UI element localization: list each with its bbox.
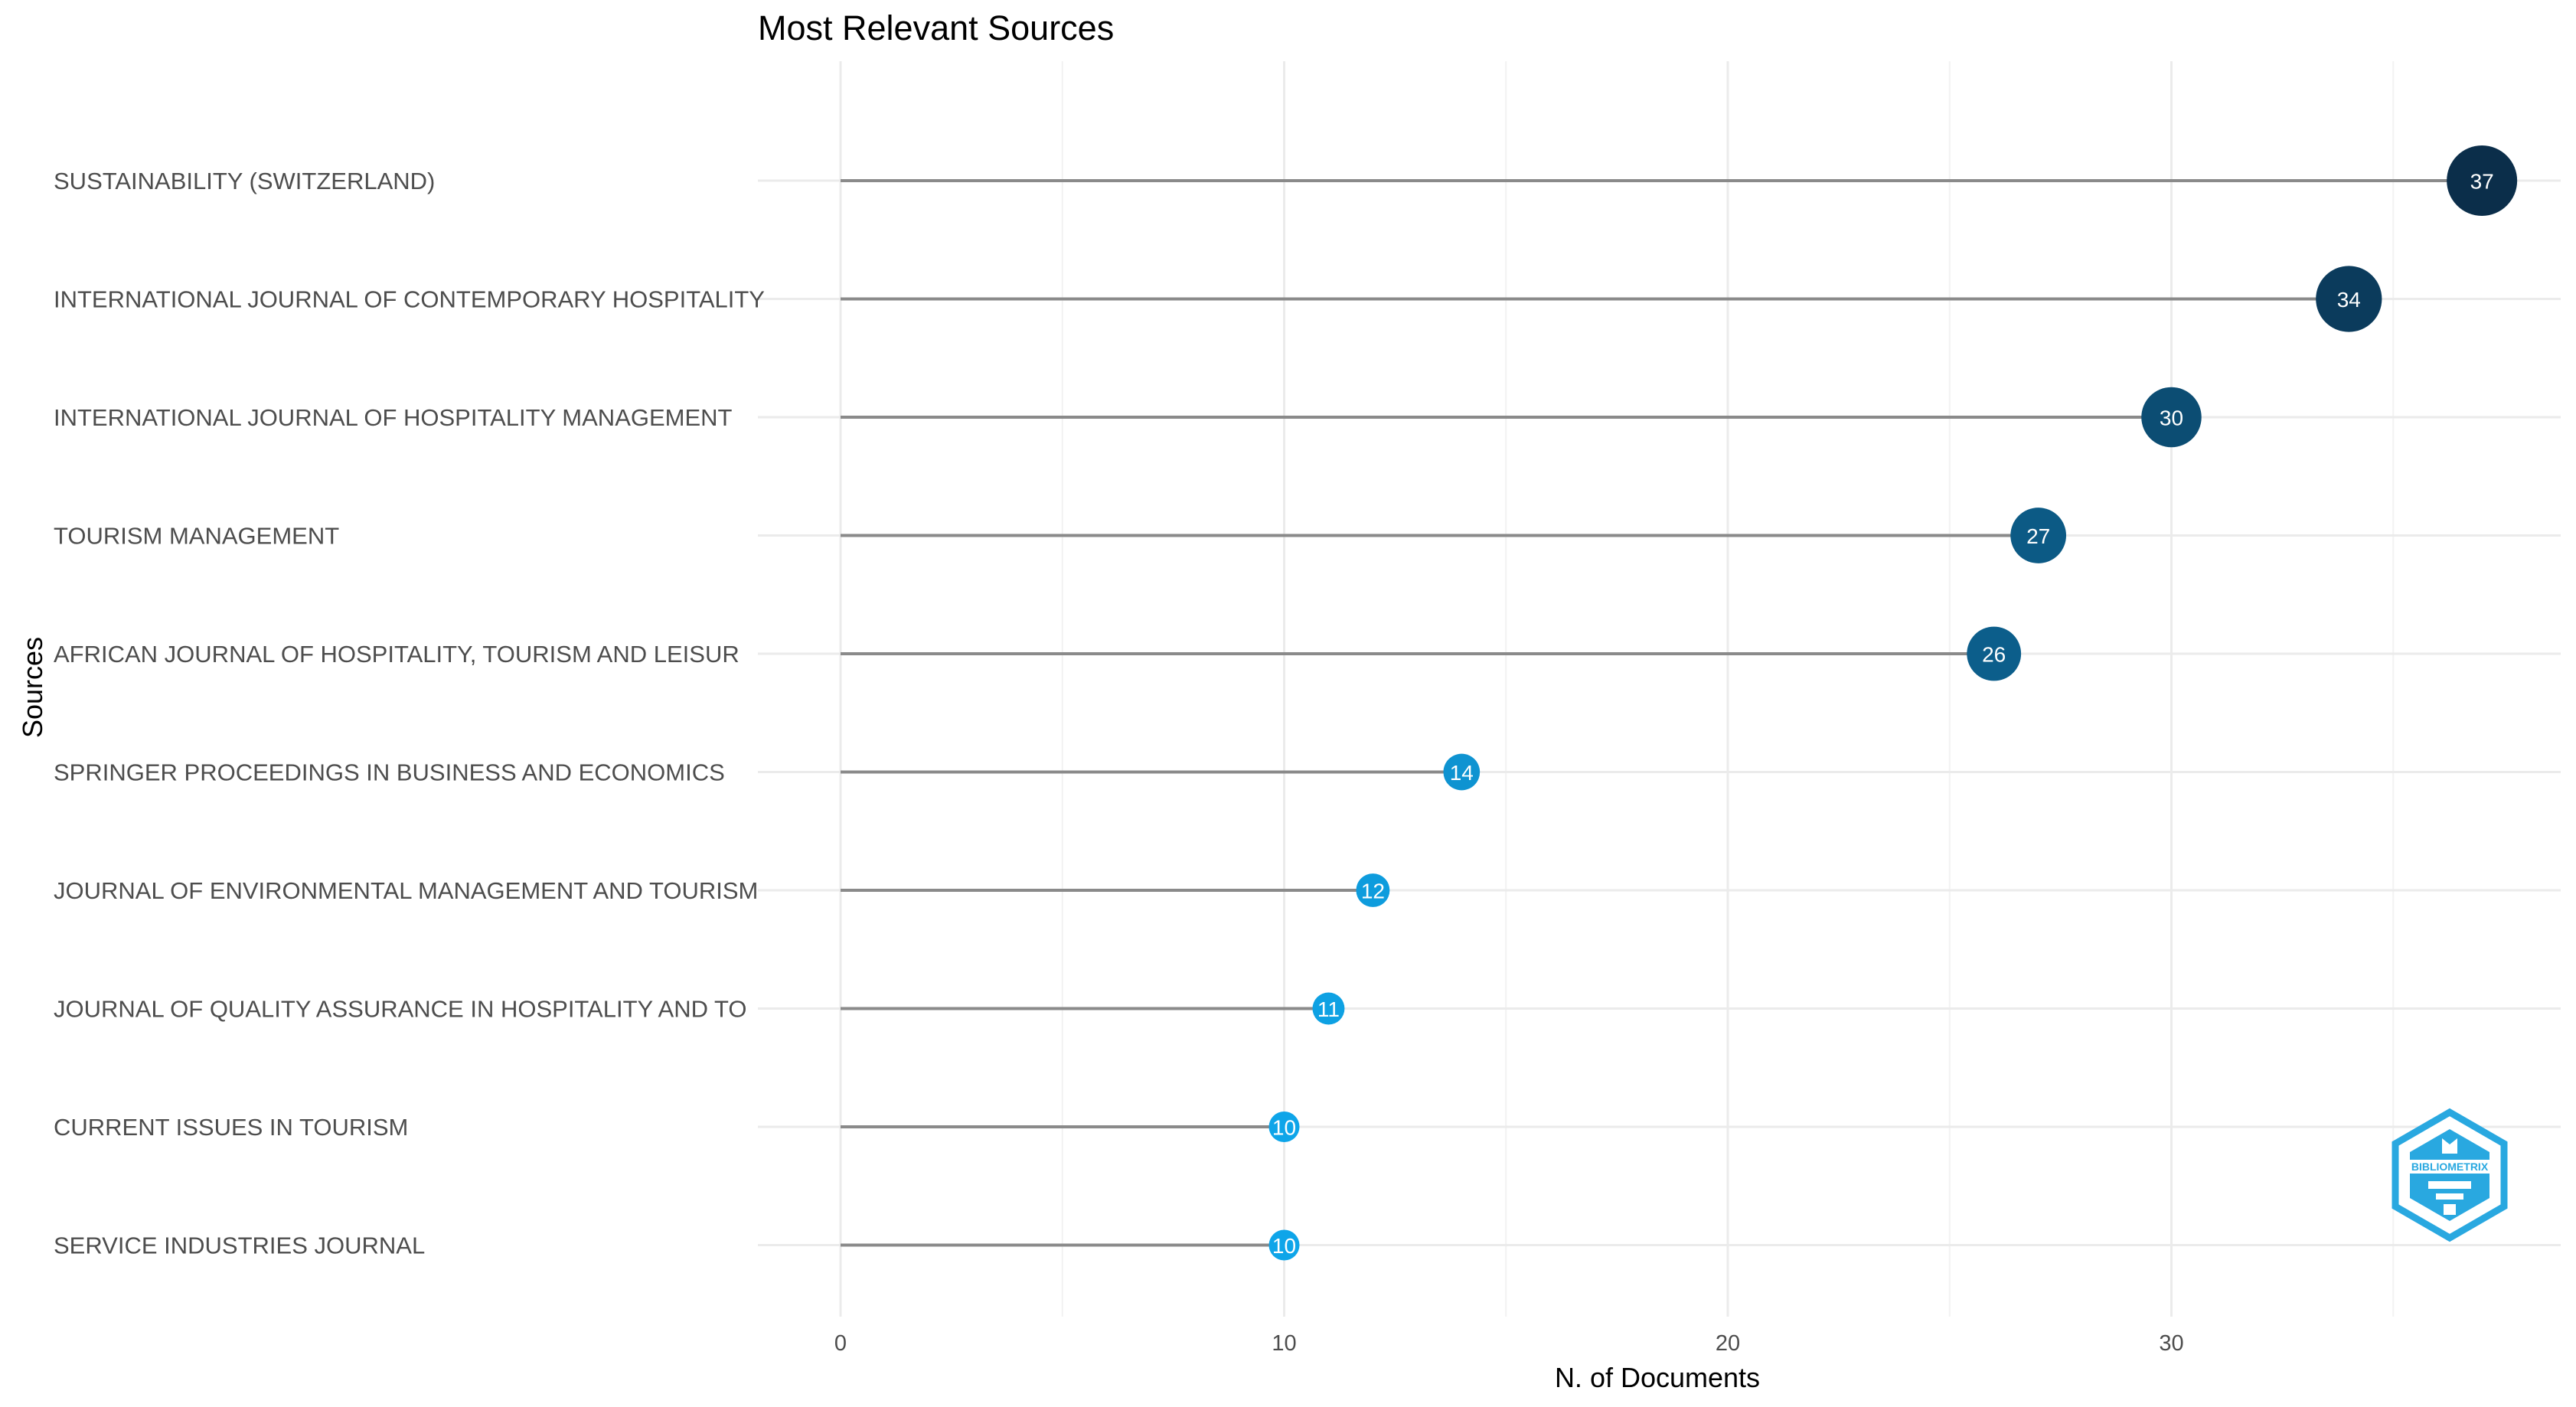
data-point [1312,992,1345,1025]
category-label: CURRENT ISSUES IN TOURISM [54,1114,408,1141]
data-label: 10 [1272,1234,1296,1258]
category-label: JOURNAL OF QUALITY ASSURANCE IN HOSPITAL… [54,996,747,1023]
x-tick-label: 20 [1716,1331,1740,1356]
category-label: SPRINGER PROCEEDINGS IN BUSINESS AND ECO… [54,759,725,786]
category-label: INTERNATIONAL JOURNAL OF CONTEMPORARY HO… [54,286,765,313]
y-axis-title: Sources [17,637,48,738]
data-point [1443,753,1481,791]
x-tick-labels: 0 10 20 30 [834,1331,2184,1356]
category-label: SERVICE INDUSTRIES JOURNAL [54,1232,425,1259]
data-label: 26 [1982,643,2006,667]
bibliometrix-logo: BIBLIOMETRIX [2392,1108,2508,1242]
data-point [2010,508,2067,563]
data-label: 30 [2160,406,2183,430]
data-point [2447,145,2518,216]
points: 37 34 30 27 26 14 12 11 10 10 [1268,145,2518,1261]
data-label: 34 [2337,288,2361,312]
data-label: 10 [1272,1116,1296,1140]
chart-title: Most Relevant Sources [758,8,1114,47]
category-label: SUSTAINABILITY (SWITZERLAND) [54,168,435,194]
category-label: TOURISM MANAGEMENT [54,523,339,550]
data-label: 14 [1450,761,1474,785]
data-label: 27 [2026,524,2050,548]
data-label: 11 [1317,997,1340,1021]
x-tick-label: 10 [1272,1331,1296,1356]
category-label: JOURNAL OF ENVIRONMENTAL MANAGEMENT AND … [54,877,758,904]
data-point [1268,1112,1300,1142]
data-point [1356,873,1390,907]
x-tick-label: 30 [2159,1331,2183,1356]
x-axis-title: N. of Documents [1555,1362,1760,1393]
data-label: 37 [2470,170,2494,194]
data-point [2141,387,2202,448]
logo-text: BIBLIOMETRIX [2411,1161,2489,1173]
data-point [1967,626,2022,681]
category-labels: SUSTAINABILITY (SWITZERLAND) INTERNATIONA… [54,168,765,1259]
data-label: 12 [1361,880,1385,903]
category-label: AFRICAN JOURNAL OF HOSPITALITY, TOURISM … [54,641,739,668]
category-label: INTERNATIONAL JOURNAL OF HOSPITALITY MAN… [54,404,733,431]
data-point [2316,266,2382,332]
x-tick-label: 0 [834,1331,847,1356]
stems [841,179,2483,1247]
data-point [1268,1229,1300,1261]
